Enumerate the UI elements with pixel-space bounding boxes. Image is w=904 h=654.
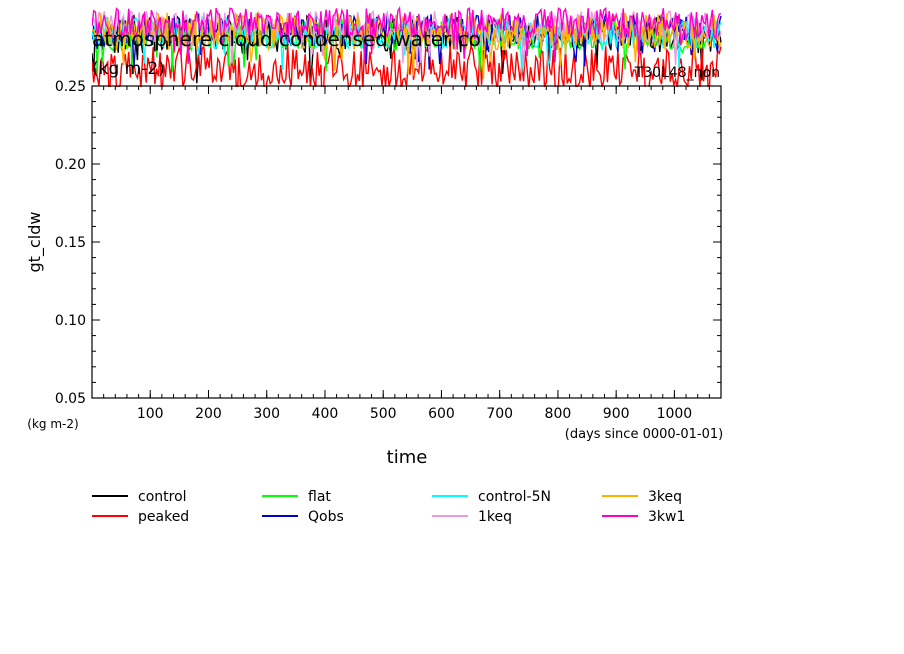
- y-tick-label: 0.10: [55, 313, 86, 329]
- y-tick-label: 0.15: [55, 235, 86, 251]
- legend-label-Qobs: Qobs: [308, 509, 344, 525]
- legend-label-1keq: 1keq: [478, 509, 512, 525]
- chart-title: atmosphere cloud condensed water co: [92, 27, 481, 51]
- legend-label-control: control: [138, 489, 187, 505]
- y-tick-label: 0.20: [55, 157, 86, 173]
- run-label: T30L48_non: [634, 65, 720, 81]
- x-tick-label: 600: [428, 406, 455, 422]
- legend-label-control-5N: control-5N: [478, 489, 551, 505]
- series-3keq-line: [92, 10, 722, 80]
- x-tick-label: 100: [137, 406, 164, 422]
- y-axis-label: gt_cldw: [25, 212, 45, 273]
- series-peaked-line: [92, 42, 722, 87]
- series-3kw1-line: [92, 5, 722, 64]
- y-tick-label: 0.25: [55, 79, 86, 95]
- x-axis-label: time: [387, 447, 428, 468]
- x-axis-units: (days since 0000-01-01): [565, 427, 723, 442]
- legend-label-flat: flat: [308, 489, 331, 505]
- legend-label-peaked: peaked: [138, 509, 189, 525]
- x-tick-label: 900: [603, 406, 630, 422]
- x-tick-label: 400: [312, 406, 339, 422]
- y-tick-label: 0.05: [55, 391, 86, 407]
- x-tick-label: 800: [545, 406, 572, 422]
- legend-label-3keq: 3keq: [648, 489, 682, 505]
- x-tick-label: 1000: [657, 406, 693, 422]
- x-tick-label: 700: [486, 406, 513, 422]
- legend-label-3kw1: 3kw1: [648, 509, 685, 525]
- plot-frame: [91, 85, 722, 399]
- y-axis-units: (kg m-2): [27, 417, 78, 431]
- ticks: 0.05 0.10 0.15 0.20 0.25 100 200 300 400 500 600 70…: [55, 79, 721, 422]
- legend: control peaked flat Qobs control-5N 1keq 3keq 3…: [92, 489, 685, 525]
- x-tick-label: 500: [370, 406, 397, 422]
- x-tick-label: 200: [195, 406, 222, 422]
- title-units: (kg m-2): [92, 59, 165, 79]
- x-tick-label: 300: [253, 406, 280, 422]
- series-layer: [92, 5, 722, 87]
